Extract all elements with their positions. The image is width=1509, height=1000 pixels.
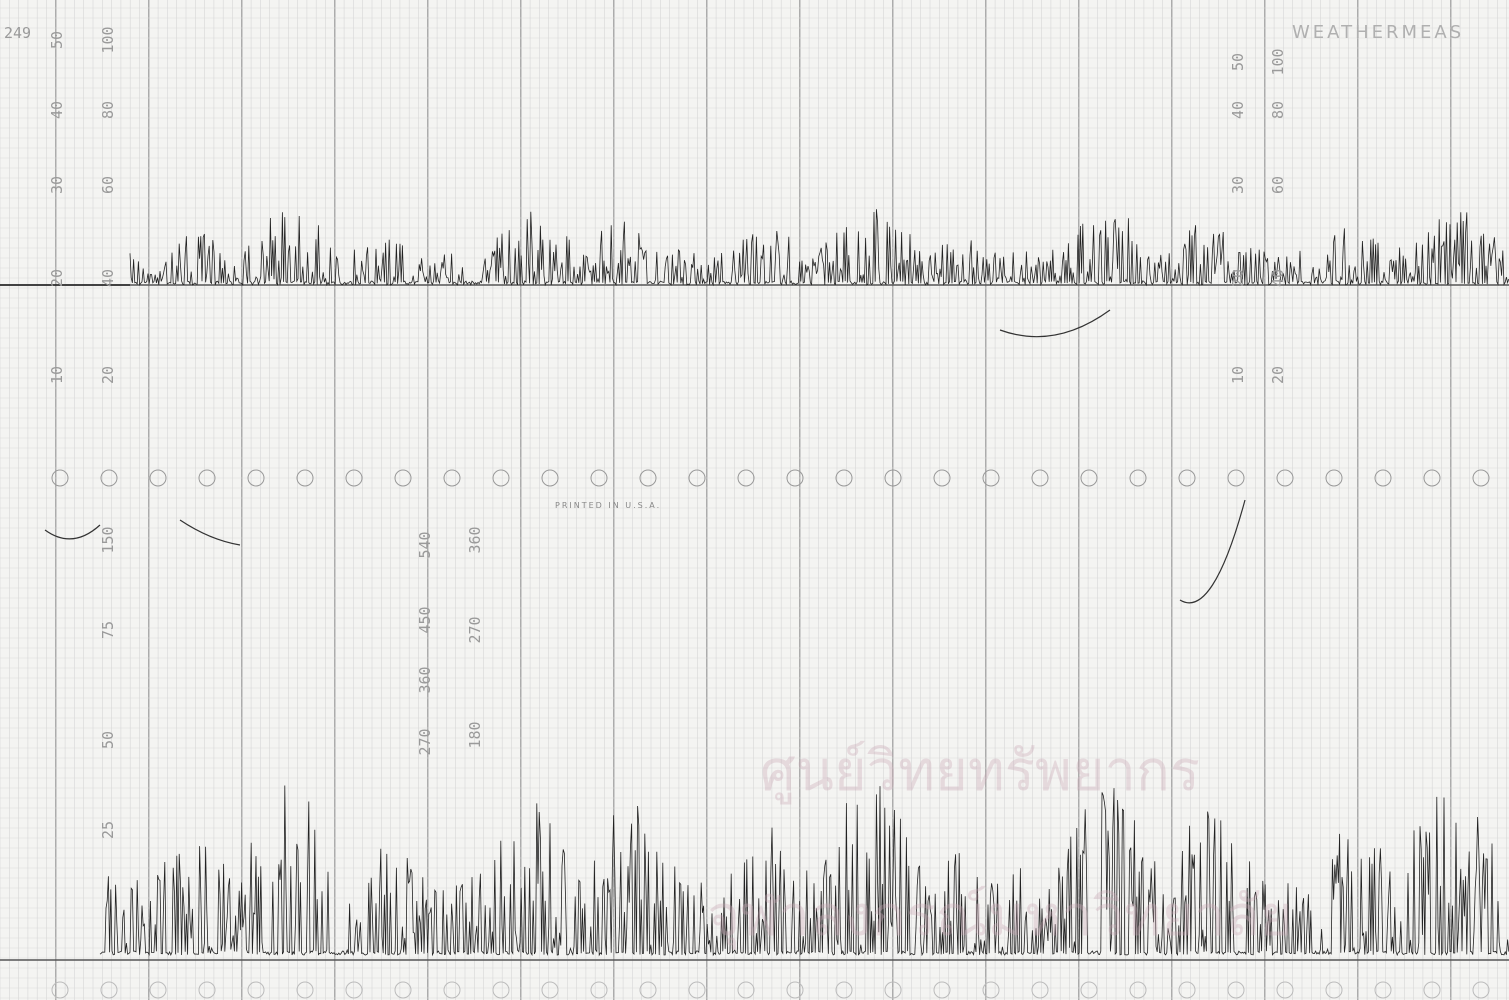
traces [0,209,1509,955]
perforation [1179,982,1195,998]
perforation [1375,982,1391,998]
scale-label: 40 [48,101,66,119]
perforation [52,982,68,998]
perforation [248,982,264,998]
scale-label: 60 [99,176,117,194]
scale-label: 40 [1229,101,1247,119]
perforation [297,982,313,998]
trace-fragment [1180,500,1245,603]
perforation [640,982,656,998]
scale-label: 30 [48,176,66,194]
scale-label: 80 [99,101,117,119]
scale-label: 50 [48,31,66,49]
scale-label: 540 [416,531,434,558]
perforation [934,982,950,998]
scale-label: 20 [99,366,117,384]
perforation [1326,982,1342,998]
perforation [199,982,215,998]
perforation [1228,982,1244,998]
scale-label: 180 [466,721,484,748]
scale-label: 60 [1269,176,1287,194]
scale-label: 360 [466,526,484,553]
scale-label: 150 [99,526,117,553]
scale-label: 20 [48,269,66,287]
scale-label: 20 [1229,269,1247,287]
scale-label: 80 [1269,101,1287,119]
scale-label: 450 [416,606,434,633]
scale-label: 270 [466,616,484,643]
scale-label: 40 [1269,269,1287,287]
scale-label: 10 [48,366,66,384]
scale-labels: 50 40 30 20 10 100 80 60 40 20 50 40 30 20 10 100 80 60 40… [48,26,1287,839]
perforation [836,982,852,998]
scale-label: 50 [1229,53,1247,71]
perforation [493,982,509,998]
scale-label: 100 [1269,48,1287,75]
perforation [1081,982,1097,998]
watermark-line1: ศูนย์วิทยทรัพยากร [760,739,1200,805]
scale-label: 100 [99,26,117,53]
scale-label: 40 [99,269,117,287]
scale-label: 25 [99,821,117,839]
trace-fragment [1000,310,1110,337]
watermark-line2: จุฬาลงกรณ์มหาวิทยาลัย [707,884,1292,950]
perforation [738,982,754,998]
perforation [1032,982,1048,998]
scale-label: 270 [416,728,434,755]
perforation [787,982,803,998]
scale-label: 20 [1269,366,1287,384]
imprint: PRINTED IN U.S.A. [555,501,661,510]
scale-label: 360 [416,666,434,693]
trace-fragment [45,525,100,539]
scale-label: 50 [99,731,117,749]
chart-number: 249 [4,24,31,42]
scale-label: 75 [99,621,117,639]
chart-paper: ศูนย์วิทยทรัพยากร จุฬาลงกรณ์มหาวิทยาลัย … [0,0,1509,1000]
perforation [101,982,117,998]
scale-label: 10 [1229,366,1247,384]
perforation [395,982,411,998]
perforation [689,982,705,998]
perforation [542,982,558,998]
perforation [346,982,362,998]
trace-fragment [180,520,240,545]
perforation [1277,982,1293,998]
scale-label: 30 [1229,176,1247,194]
perforation [1473,982,1489,998]
brand: WEATHERMEAS [1292,22,1464,43]
grid [0,0,1509,1000]
